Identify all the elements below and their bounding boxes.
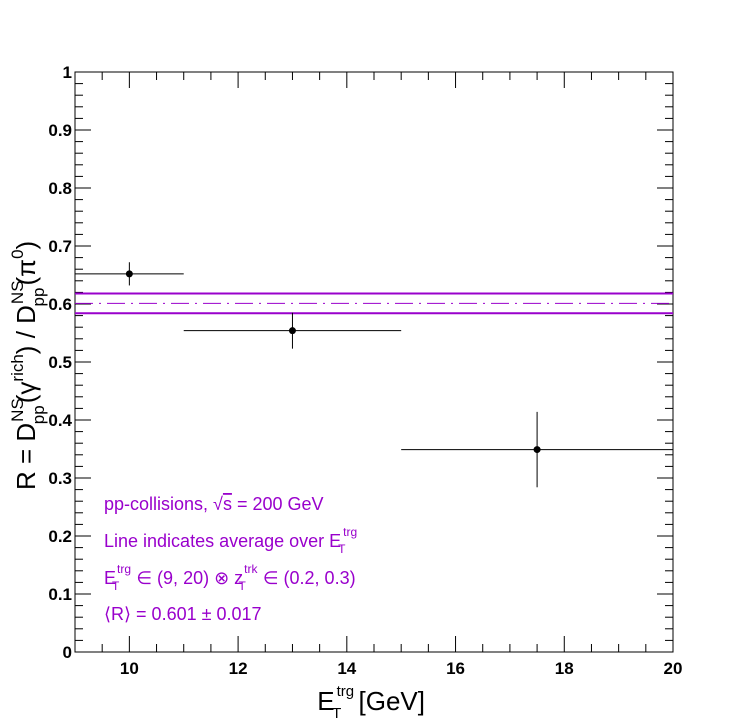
y-axis-ticks [75, 71, 673, 653]
annotation-cuts-e: E [104, 568, 116, 588]
y-tick-label: 0.4 [48, 411, 72, 430]
y-tick-label: 0.2 [48, 527, 72, 546]
annotation-mean-ratio-text: ⟨R⟩ = 0.601 ± 0.017 [104, 604, 262, 624]
annotation-cuts-z-sup: trk [244, 562, 258, 576]
x-axis-ticks [74, 72, 674, 652]
annotation-s: s [223, 494, 232, 514]
data-point [288, 327, 296, 335]
y-axis-title-p2-sup: rich [8, 354, 27, 381]
annotation-mean-ratio: ⟨R⟩ = 0.601 ± 0.017 [104, 604, 262, 624]
y-tick-label: 0.3 [48, 469, 72, 488]
annotation-average-sup: trg [343, 525, 357, 539]
y-tick-label: 0.7 [48, 237, 72, 256]
y-axis-title-p1-sup: NS [8, 398, 27, 422]
average-band [75, 292, 673, 315]
sqrt-sign: √ [213, 494, 223, 514]
x-axis-tick-labels: 10 12 14 16 18 20 [120, 659, 683, 678]
y-axis-title-p3-sub: pp [29, 288, 48, 307]
annotation-collisions: pp-collisions, √s = 200 GeV [104, 494, 324, 514]
annotation-average-sub: T [338, 542, 346, 556]
y-tick-label: 0.6 [48, 295, 72, 314]
annotation-energy: = 200 GeV [232, 494, 324, 514]
x-axis-title-tail: [GeV] [351, 686, 425, 716]
y-tick-label: 0.8 [48, 179, 72, 198]
x-tick-label: 16 [446, 659, 465, 678]
plot-frame [74, 71, 674, 653]
y-axis-title-p1: R = D [11, 423, 41, 490]
y-axis-title-p3: ) / D [11, 305, 41, 354]
annotation-cuts-e-sub: T [112, 579, 120, 593]
x-tick-label: 14 [337, 659, 356, 678]
x-tick-label: 12 [229, 659, 248, 678]
y-tick-label: 0.9 [48, 121, 72, 140]
annotation-cuts: Etrg T ∈ (9, 20) ⊗ ztrk T ∈ (0.2, 0.3) [104, 562, 356, 593]
y-axis-title-p3-sup: NS [8, 280, 27, 304]
annotation-cuts-z-sub: T [239, 579, 247, 593]
y-axis-title-p4: (π [11, 259, 41, 286]
data-point [125, 270, 133, 278]
y-tick-label: 0.1 [48, 585, 72, 604]
y-axis-title-p1-sub: pp [29, 405, 48, 424]
y-tick-label: 0 [63, 643, 72, 662]
y-tick-label: 1 [63, 63, 72, 82]
y-axis-title-p4-sup: 0 [8, 249, 27, 258]
annotation-collisions-text: pp-collisions, [104, 494, 213, 514]
annotation-block: pp-collisions, √s = 200 GeV Line indicat… [104, 494, 357, 624]
x-axis-title-sub: T [332, 705, 341, 722]
y-axis-tick-labels: 0 0.1 0.2 0.3 0.4 0.5 0.6 0.7 0.8 0.9 1 [48, 63, 72, 662]
y-axis-title-p5: ) [11, 241, 41, 250]
y-tick-label: 0.5 [48, 353, 72, 372]
x-tick-label: 18 [555, 659, 574, 678]
x-axis-title-main: E [317, 686, 334, 716]
x-tick-label: 20 [664, 659, 683, 678]
data-point [533, 446, 541, 454]
annotation-cuts-e-sup: trg [117, 562, 131, 576]
data-points [75, 262, 673, 488]
y-axis-title: R = DNS pp(γrich) / DNS pp(π0) [8, 241, 48, 490]
annotation-cuts-mid: ∈ (9, 20) ⊗ z [131, 568, 243, 588]
annotation-average-text: Line indicates average over E [104, 531, 341, 551]
y-axis-title-p2: (γ [11, 382, 41, 404]
annotation-cuts-end: ∈ (0.2, 0.3) [258, 568, 356, 588]
x-axis-title-sup: trg [337, 683, 355, 700]
x-tick-label: 10 [120, 659, 139, 678]
